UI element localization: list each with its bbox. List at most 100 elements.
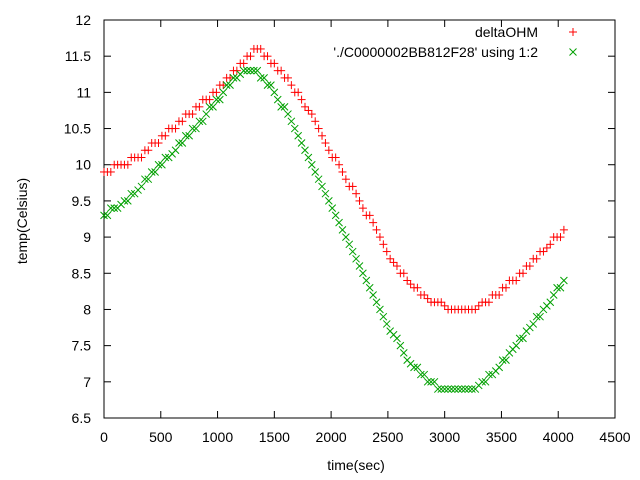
data-point-fill xyxy=(331,211,340,220)
data-point-fill xyxy=(164,153,173,162)
data-point-fill xyxy=(158,160,166,169)
data-point-fill xyxy=(232,66,241,75)
data-point-fill xyxy=(103,211,112,220)
data-point xyxy=(406,280,415,289)
data-point-fill xyxy=(256,74,265,82)
data-point-fill xyxy=(546,298,555,307)
data-point-fill xyxy=(501,283,510,292)
data-point-fill xyxy=(144,175,153,184)
x-tick-label: 1500 xyxy=(259,429,290,445)
y-tick-label: 12 xyxy=(75,12,91,28)
data-point-fill xyxy=(123,160,132,169)
data-point-fill xyxy=(297,95,306,104)
data-point-fill xyxy=(226,73,235,82)
data-point-fill xyxy=(154,160,163,169)
data-point-fill xyxy=(485,370,493,379)
data-point-fill xyxy=(192,124,200,133)
data-point-fill xyxy=(137,182,146,191)
data-point-fill xyxy=(300,102,309,111)
data-point-fill xyxy=(233,74,241,82)
data-point-fill xyxy=(154,139,163,148)
data-point-fill xyxy=(141,175,149,184)
data-point-fill xyxy=(147,139,156,148)
data-point-fill xyxy=(113,160,122,169)
data-point xyxy=(304,153,313,162)
data-point-fill xyxy=(512,276,521,285)
data-point-fill xyxy=(376,305,384,314)
data-point-fill xyxy=(413,363,422,372)
data-point-fill xyxy=(379,240,388,249)
data-point xyxy=(389,258,398,267)
legend: deltaOHM './C0000002BB812F28' using 1:2 xyxy=(333,24,577,60)
y-tick-label: 9.5 xyxy=(72,193,92,209)
data-point-fill xyxy=(307,110,316,119)
x-tick-label: 500 xyxy=(149,429,173,445)
data-point-fill xyxy=(209,102,217,111)
y-tick-label: 8.5 xyxy=(72,265,92,281)
data-point-fill xyxy=(447,385,456,393)
y-tick-label: 11.5 xyxy=(65,48,91,64)
data-point-fill xyxy=(171,146,180,155)
data-point-fill xyxy=(403,276,412,285)
data-point xyxy=(287,117,296,126)
data-point-fill xyxy=(171,124,180,133)
data-point-fill xyxy=(352,254,360,263)
data-point-fill xyxy=(226,81,234,89)
data-point-fill xyxy=(195,102,204,111)
data-point-fill xyxy=(161,153,170,162)
data-point xyxy=(372,298,381,307)
data-point xyxy=(270,88,279,97)
data-point-fill xyxy=(123,197,132,205)
y-axis-label: temp(Celsius) xyxy=(14,178,30,264)
data-point-fill xyxy=(229,74,238,82)
data-point-fill xyxy=(178,117,187,126)
data-point-fill xyxy=(358,204,367,213)
data-point xyxy=(338,226,347,234)
data-point-fill xyxy=(369,291,377,299)
data-point-fill xyxy=(205,102,214,111)
data-point-fill xyxy=(359,269,367,278)
data-point-fill xyxy=(444,385,452,393)
data-point-fill xyxy=(386,254,395,263)
data-point-fill xyxy=(250,66,258,75)
legend-marker xyxy=(569,28,577,36)
data-point-fill xyxy=(256,44,265,53)
data-point-fill xyxy=(556,283,565,292)
data-point-fill xyxy=(512,341,521,350)
data-point-fill xyxy=(529,320,538,328)
data-point-fill xyxy=(495,363,504,372)
data-point xyxy=(185,131,194,140)
data-point-fill xyxy=(488,290,497,299)
data-point-fill xyxy=(212,95,221,104)
legend-label: './C0000002BB812F28' using 1:2 xyxy=(333,44,538,60)
data-point-fill xyxy=(375,233,384,242)
data-point-fill xyxy=(420,370,429,379)
data-point-fill xyxy=(249,44,258,53)
data-point-fill xyxy=(178,139,187,147)
y-tick-label: 9 xyxy=(83,229,91,245)
data-point-fill xyxy=(127,189,136,198)
data-point xyxy=(355,262,364,270)
data-point-fill xyxy=(403,356,412,364)
data-point-fill xyxy=(484,298,493,307)
plot-series xyxy=(100,44,568,393)
data-point-fill xyxy=(294,131,303,140)
x-tick-label: 3000 xyxy=(429,429,460,445)
data-point-fill xyxy=(314,175,323,184)
data-point-fill xyxy=(198,117,207,126)
data-point-fill xyxy=(532,254,541,263)
data-point-fill xyxy=(410,363,418,372)
data-point xyxy=(202,110,211,118)
plot-frame xyxy=(103,19,616,419)
data-point-fill xyxy=(318,131,327,140)
y-tick-label: 8 xyxy=(83,301,91,317)
data-point-fill xyxy=(464,385,473,393)
x-axis-label: time(sec) xyxy=(327,457,385,473)
data-point-fill xyxy=(382,320,391,328)
x-tick-label: 2000 xyxy=(316,429,347,445)
data-point-fill xyxy=(396,341,405,350)
data-point xyxy=(100,211,108,220)
data-point-fill xyxy=(106,204,115,212)
data-point xyxy=(457,385,466,393)
data-point-fill xyxy=(246,52,255,61)
